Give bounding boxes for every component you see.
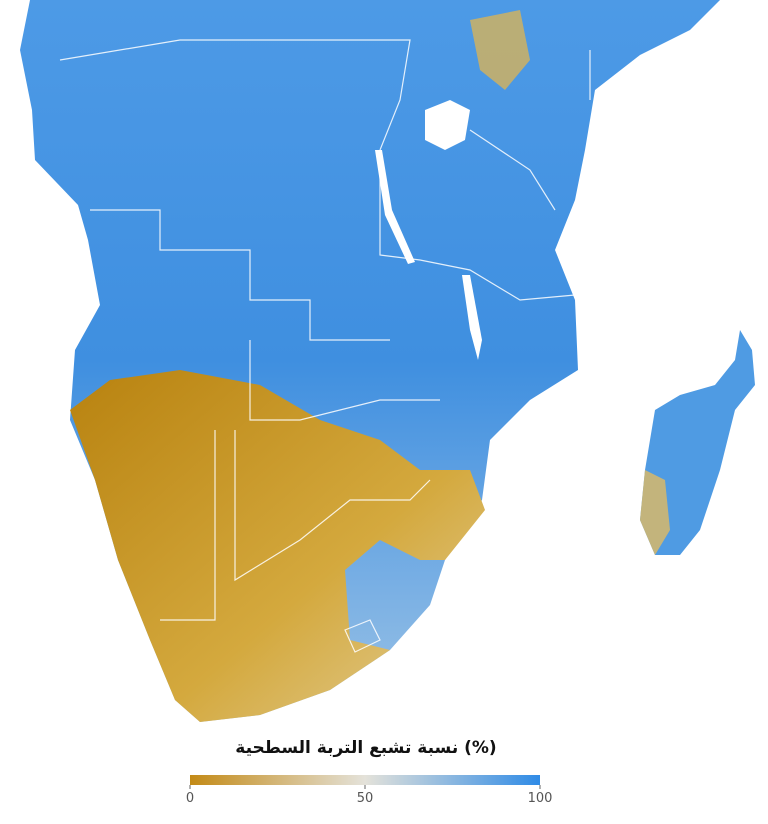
east-dry-patch bbox=[470, 10, 530, 90]
map bbox=[20, 0, 755, 722]
tick-label: 50 bbox=[357, 791, 374, 806]
legend: (%) نسبة تشبع التربة السطحية 0 50 100 bbox=[186, 738, 553, 806]
lake-malawi bbox=[462, 275, 482, 360]
dry-region bbox=[70, 370, 485, 722]
madagascar-dry bbox=[640, 470, 670, 555]
legend-title: (%) نسبة تشبع التربة السطحية bbox=[235, 738, 496, 758]
mainland bbox=[20, 0, 720, 722]
borders bbox=[59, 39, 591, 653]
lake-victoria bbox=[425, 100, 470, 150]
colorbar bbox=[190, 775, 540, 785]
tick-label: 100 bbox=[528, 791, 553, 806]
tick-label: 0 bbox=[186, 791, 194, 806]
madagascar bbox=[640, 330, 755, 555]
lake-tanganyika bbox=[375, 150, 415, 264]
